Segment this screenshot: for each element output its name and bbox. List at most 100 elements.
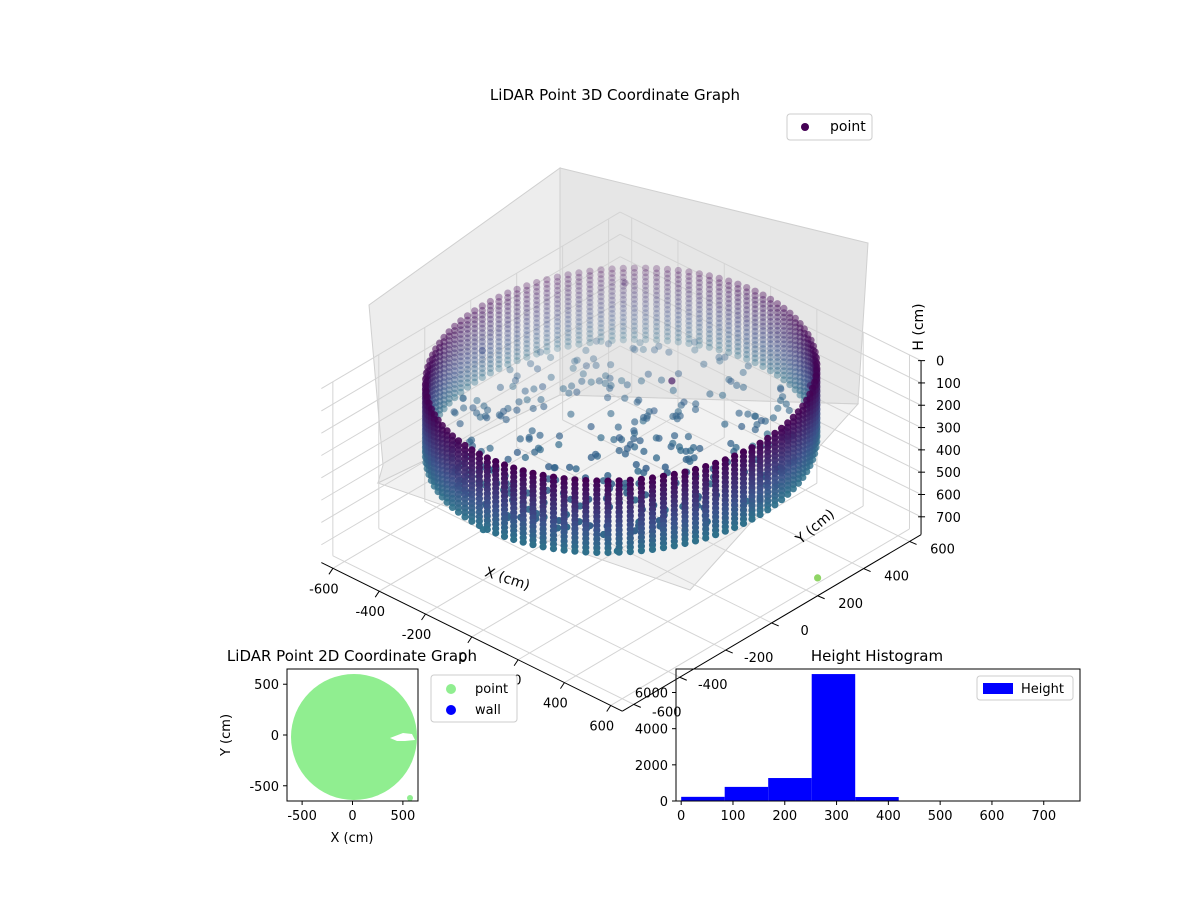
point-3d [725, 335, 733, 343]
point-3d [471, 356, 479, 364]
point-3d [457, 317, 465, 325]
point-3d [451, 327, 459, 335]
point-3d [582, 346, 590, 354]
point-3d [586, 321, 594, 329]
point-3d [495, 365, 503, 373]
point-3d [695, 323, 703, 331]
point-3d [715, 328, 723, 336]
point-3d [653, 332, 661, 340]
point-3d [504, 289, 512, 297]
point-3d [495, 356, 503, 364]
point-3d [513, 290, 521, 298]
point-3d [575, 309, 583, 317]
point-3d [586, 276, 594, 284]
point-3d [513, 372, 521, 380]
point-3d [630, 331, 639, 339]
point-3d [725, 331, 733, 339]
point-3d [608, 283, 616, 291]
point-3d [471, 360, 479, 368]
point-3d [653, 323, 661, 331]
point-3d [553, 318, 562, 326]
point-3d [543, 302, 551, 311]
chart-3d: LiDAR Point 3D Coordinate Graph -600 -400… [309, 86, 961, 734]
point-3d [486, 355, 494, 364]
point-3d [786, 323, 794, 331]
point-3d [504, 360, 512, 369]
point-3d [504, 455, 512, 463]
point-3d [511, 376, 520, 385]
point-3d [695, 292, 703, 300]
point-3d [604, 340, 613, 348]
point-3d [521, 387, 529, 395]
point-3d [513, 308, 521, 316]
point-3d [597, 333, 605, 341]
point-3d [691, 405, 700, 414]
y-tick-mark [633, 703, 641, 708]
chart-histogram: Height Histogram 0 100 200 300 400 500 600 7000… [635, 647, 1081, 824]
point-3d [766, 313, 775, 321]
point-3d [530, 385, 538, 393]
point-3d [523, 300, 531, 308]
point-3d [780, 344, 788, 353]
point-3d [744, 362, 752, 370]
point-3d [486, 369, 494, 377]
point-3d [748, 515, 756, 523]
point-3d [478, 360, 486, 368]
point-3d [463, 330, 472, 338]
point-3d [630, 277, 639, 286]
point-3d [523, 317, 531, 326]
point-3d [655, 434, 663, 442]
point-3d [533, 305, 541, 313]
point-3d [513, 294, 521, 302]
point-3d [597, 284, 605, 292]
point-3d [597, 279, 605, 287]
point-3d [685, 277, 693, 285]
z-tick-label: 400 [936, 444, 961, 459]
point-3d [486, 297, 494, 306]
point-3d [725, 348, 733, 357]
point-3d [504, 298, 512, 306]
legend-2d-label-point: point [475, 682, 508, 697]
point-3d [463, 379, 472, 387]
point-3d [766, 304, 775, 312]
point-3d [786, 309, 794, 317]
point-3d [461, 513, 469, 521]
point-3d [451, 389, 459, 397]
point-3d [553, 304, 562, 312]
point-3d [547, 373, 555, 381]
point-3d [504, 311, 512, 319]
legend-2d-label-wall: wall [475, 703, 501, 718]
point-3d [786, 314, 794, 322]
point-3d [575, 313, 583, 322]
y-axis-line [622, 534, 922, 712]
point-3d [759, 336, 767, 344]
point-3d [674, 266, 682, 275]
point-3d [700, 360, 708, 368]
point-3d [615, 548, 623, 556]
point-3d [715, 292, 723, 300]
point-3d [451, 385, 459, 393]
point-3d [589, 355, 598, 363]
point-3d [495, 293, 503, 301]
plot-frame-histogram [675, 668, 1081, 802]
point-3d [543, 289, 551, 297]
point-3d [637, 547, 646, 555]
point-3d [734, 343, 742, 351]
point-3d [564, 333, 572, 341]
point-3d [733, 381, 741, 389]
point-3d [766, 349, 775, 357]
point-3d [780, 353, 788, 361]
point-3d [608, 274, 616, 282]
point-3d [575, 300, 583, 308]
point-3d [553, 344, 562, 353]
point-3d [766, 353, 775, 361]
point-3d [459, 394, 467, 403]
point-3d [621, 450, 630, 458]
point-3d [659, 544, 668, 552]
point-3d [471, 342, 479, 351]
point-3d [523, 335, 531, 343]
point-3d [780, 376, 788, 384]
point-3d [486, 364, 494, 372]
point-3d [663, 288, 672, 296]
point-3d [504, 356, 512, 364]
